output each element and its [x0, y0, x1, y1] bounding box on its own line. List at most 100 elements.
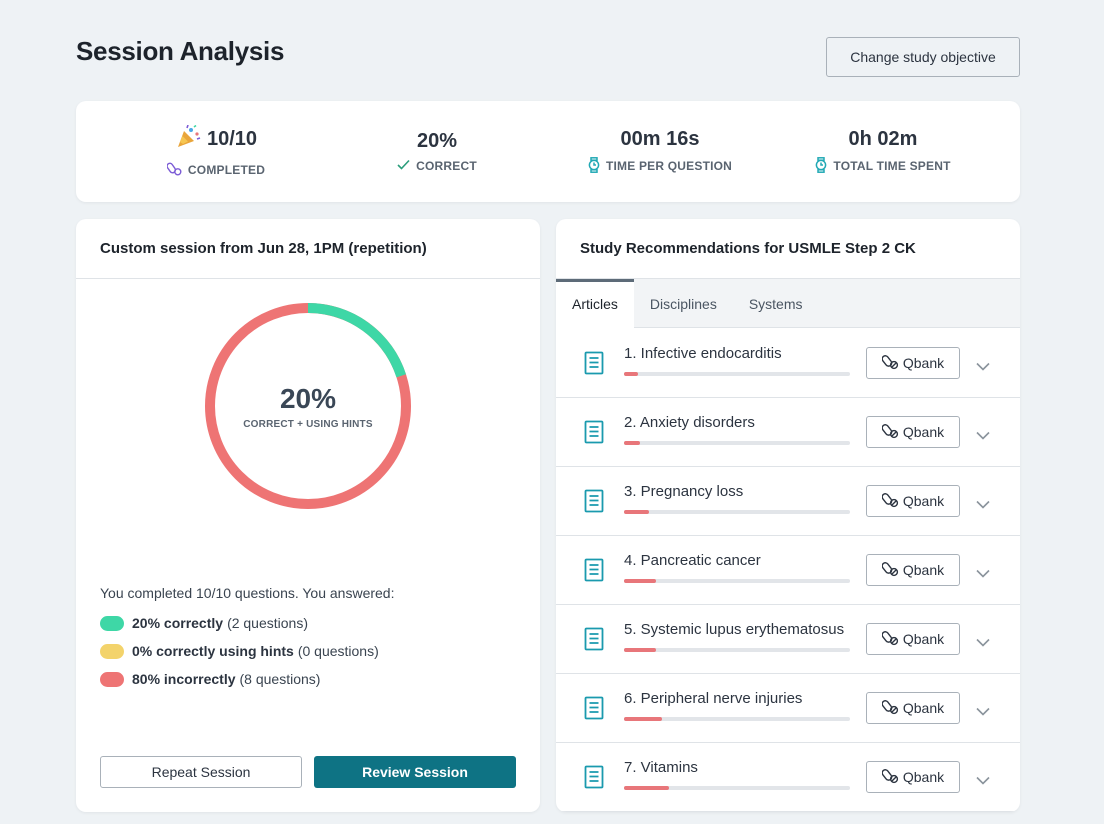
qbank-button[interactable]: Qbank	[866, 554, 960, 586]
legend-bold: 20% correctly	[132, 615, 224, 631]
recommendation-title[interactable]: 1. Infective endocarditis	[624, 345, 782, 362]
tab-articles[interactable]: Articles	[556, 279, 634, 328]
legend-swatch	[100, 671, 124, 687]
chevron-down-icon[interactable]	[976, 772, 990, 790]
stat-label: TIME PER QUESTION	[605, 159, 733, 173]
article-icon	[584, 696, 604, 725]
pills-icon	[166, 161, 182, 179]
recommendation-title[interactable]: 6. Peripheral nerve injuries	[624, 690, 803, 707]
progress-fill	[624, 510, 649, 514]
qbank-label: Qbank	[902, 493, 945, 509]
recommendations-card: Study Recommendations for USMLE Step 2 C…	[556, 219, 1020, 812]
legend-hints: 0% correctly using hints (0 questions)	[100, 643, 379, 659]
progress-fill	[624, 648, 656, 652]
recommendation-title[interactable]: 2. Anxiety disorders	[624, 414, 755, 431]
progress-fill	[624, 579, 656, 583]
pills-icon	[881, 491, 899, 511]
stat-correct: 20% CORRECT	[319, 101, 555, 202]
page-title: Session Analysis	[76, 36, 285, 66]
pills-icon	[881, 422, 899, 442]
qbank-label: Qbank	[902, 631, 945, 647]
stat-value: 10/10	[206, 128, 258, 150]
qbank-button[interactable]: Qbank	[866, 485, 960, 517]
chevron-down-icon[interactable]	[976, 358, 990, 376]
session-title: Custom session from Jun 28, 1PM (repetit…	[76, 219, 540, 279]
stat-value: 00m 16s	[620, 127, 700, 150]
tab-disciplines[interactable]: Disciplines	[649, 295, 717, 312]
qbank-label: Qbank	[902, 700, 945, 716]
qbank-button[interactable]: Qbank	[866, 692, 960, 724]
recommendation-row[interactable]: 7. Vitamins Qbank	[556, 743, 1020, 812]
qbank-button[interactable]: Qbank	[866, 623, 960, 655]
recommendation-title[interactable]: 7. Vitamins	[624, 759, 698, 776]
stat-label: COMPLETED	[187, 162, 266, 177]
progress-fill	[624, 372, 638, 376]
legend-bold: 80% incorrectly	[132, 671, 236, 687]
recommendation-title[interactable]: 4. Pancreatic cancer	[624, 552, 761, 569]
recommendation-row[interactable]: 5. Systemic lupus erythematosus Qbank	[556, 605, 1020, 674]
qbank-label: Qbank	[902, 769, 945, 785]
qbank-label: Qbank	[902, 355, 945, 371]
chevron-down-icon[interactable]	[976, 565, 990, 583]
qbank-label: Qbank	[902, 562, 945, 578]
chevron-down-icon[interactable]	[976, 634, 990, 652]
donut-percent: 20%	[279, 382, 337, 414]
recommendation-progress-bar	[624, 786, 850, 790]
pills-icon	[881, 767, 899, 787]
article-icon	[584, 765, 604, 794]
pills-icon	[881, 560, 899, 580]
recommendation-progress-bar	[624, 717, 850, 721]
legend-swatch	[100, 615, 124, 631]
stat-value: 20%	[416, 130, 458, 152]
repeat-session-button[interactable]: Repeat Session	[100, 756, 302, 788]
check-icon	[397, 159, 410, 173]
progress-fill	[624, 717, 663, 721]
recommendation-row[interactable]: 4. Pancreatic cancer Qbank	[556, 536, 1020, 605]
qbank-button[interactable]: Qbank	[866, 347, 960, 379]
watch-icon	[588, 156, 600, 176]
recommendation-row[interactable]: 6. Peripheral nerve injuries Qbank	[556, 674, 1020, 743]
article-icon	[584, 558, 604, 587]
chevron-down-icon[interactable]	[976, 496, 990, 514]
review-session-button[interactable]: Review Session	[314, 756, 516, 788]
pills-icon	[881, 353, 899, 373]
recommendation-progress-bar	[624, 372, 850, 376]
stat-completed: 10/10 COMPLETED	[98, 101, 334, 202]
legend-rest: (2 questions)	[227, 615, 308, 631]
stat-label: TOTAL TIME SPENT	[833, 159, 951, 173]
watch-icon	[815, 156, 827, 176]
chevron-down-icon[interactable]	[976, 703, 990, 721]
legend-rest: (8 questions)	[239, 671, 321, 687]
progress-fill	[624, 786, 670, 790]
qbank-button[interactable]: Qbank	[866, 761, 960, 793]
session-summary: You completed 10/10 questions. You answe…	[100, 585, 395, 601]
recommendation-progress-bar	[624, 648, 850, 652]
stat-label: CORRECT	[416, 159, 477, 173]
score-donut-chart: 20% CORRECT + USING HINTS	[205, 303, 411, 509]
recommendation-title[interactable]: 3. Pregnancy loss	[624, 483, 744, 500]
recommendation-row[interactable]: 1. Infective endocarditis Qbank	[556, 329, 1020, 398]
chevron-down-icon[interactable]	[976, 427, 990, 445]
article-icon	[584, 420, 604, 449]
stat-value: 0h 02m	[848, 127, 918, 150]
legend-rest: (0 questions)	[297, 643, 379, 659]
qbank-button[interactable]: Qbank	[866, 416, 960, 448]
stat-total-time: 0h 02m TOTAL TIME SPENT	[765, 101, 1001, 202]
session-card: Custom session from Jun 28, 1PM (repetit…	[76, 219, 540, 812]
legend-incorrect: 80% incorrectly (8 questions)	[100, 671, 320, 687]
pills-icon	[881, 698, 899, 718]
recommendation-row[interactable]: 3. Pregnancy loss Qbank	[556, 467, 1020, 536]
session-stats-card: 10/10 COMPLETED 20% CORRECT 00m 16s	[76, 101, 1020, 202]
legend-correct: 20% correctly (2 questions)	[100, 615, 308, 631]
recommendation-title[interactable]: 5. Systemic lupus erythematosus	[624, 621, 845, 638]
recommendation-tabs: Articles Disciplines Systems	[556, 279, 1020, 328]
pills-icon	[881, 629, 899, 649]
article-icon	[584, 351, 604, 380]
change-objective-button[interactable]: Change study objective	[826, 37, 1020, 77]
donut-caption: CORRECT + USING HINTS	[243, 418, 373, 430]
qbank-label: Qbank	[902, 424, 945, 440]
tab-systems[interactable]: Systems	[748, 295, 803, 312]
recommendation-row[interactable]: 2. Anxiety disorders Qbank	[556, 398, 1020, 467]
recommendations-title: Study Recommendations for USMLE Step 2 C…	[556, 219, 1020, 279]
article-icon	[584, 627, 604, 656]
